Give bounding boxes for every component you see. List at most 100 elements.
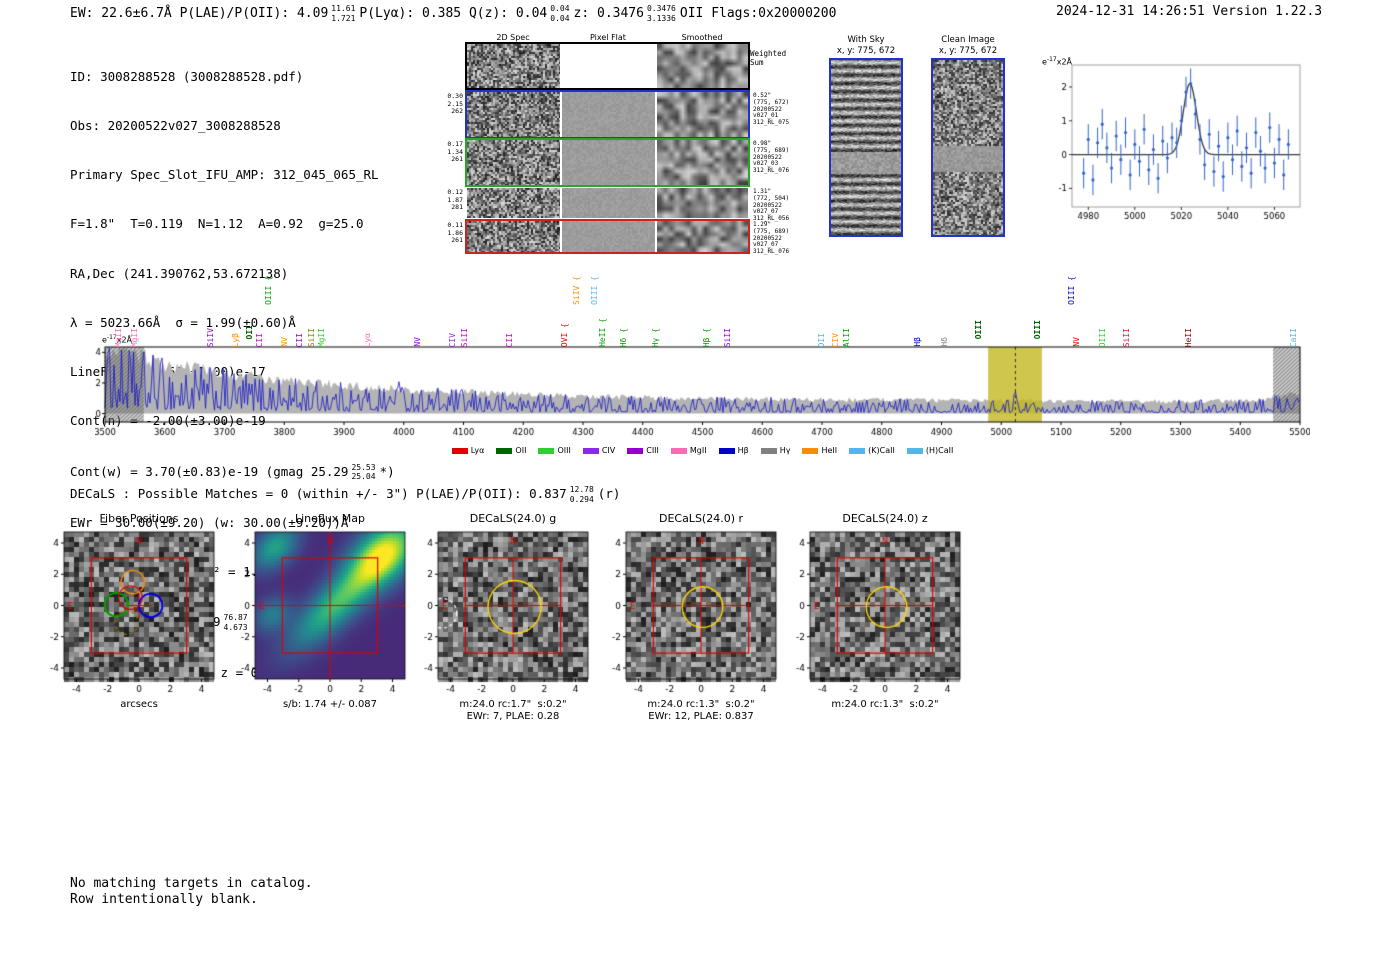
weighted-sum-line1: Weighted: [750, 49, 787, 58]
clean-title: Clean Image: [941, 35, 995, 45]
legend-item: (K)CaII: [849, 446, 895, 455]
decals-r-title: DECaLS(24.0) r: [658, 512, 744, 525]
spec2d-annotation-line: 312_RL_075: [753, 119, 790, 127]
contw-text: Cont(w) = 3.70(±0.83)e-19 (gmag 25.29: [70, 463, 349, 479]
spec2d-annotation-line: 312_RL_056: [753, 215, 790, 223]
emission-line-label: OIII: [973, 319, 983, 339]
spec2d-stat: 0.17: [447, 140, 463, 148]
emission-line-label: Hγ {: [650, 327, 660, 347]
lineflux-map-title: Lineflux Map: [294, 512, 366, 525]
spec2d-row-annotation: 0.52" (775, 672) 20200522 v027_01 312_RL_075: [753, 92, 799, 127]
spec2d-cutout: [467, 188, 560, 218]
emission-line-label: SiII: [460, 327, 470, 347]
legend-swatch: [670, 447, 687, 454]
spec2d-row-annotation: 1.31" (772, 504) 20200522 v027_07 312_RL_056: [753, 188, 799, 223]
contw-hi: 25.53: [351, 462, 376, 472]
emission-line-label: NV: [279, 337, 289, 347]
info-contw: Cont(w) = 3.70(±0.83)e-19 (gmag 25.29 25.…: [70, 463, 395, 482]
emission-line-label: OVI {: [560, 322, 570, 347]
footer-line2: Row intentionally blank.: [70, 891, 258, 907]
full-spectrum-plot: [95, 340, 1310, 440]
info-wavelength: λ = 5023.66Å σ = 1.99(±0.60)Å: [70, 314, 296, 330]
spec2d-cutout: [467, 92, 560, 137]
spec2d-cutout: [657, 188, 748, 218]
legend-label: (H)CaII: [925, 446, 954, 455]
emission-line-label: MgII: [113, 327, 123, 347]
decals-header-lo: 0.294: [569, 494, 594, 504]
emission-line-label: CaII: [1289, 327, 1299, 347]
legend-item: HeII: [802, 446, 837, 455]
emission-line-label: Hβ {: [702, 327, 712, 347]
legend-label: MgII: [689, 446, 707, 455]
decals-z-image: [778, 530, 970, 700]
contw-range: 25.53 25.04: [351, 463, 375, 482]
withsky-image: [829, 58, 903, 237]
spec2d-annotation-line: 20200522: [753, 153, 782, 161]
info-primary: Primary Spec_Slot_IFU_AMP: 312_045_065_R…: [70, 167, 379, 183]
emission-line-label: CII: [505, 332, 515, 347]
header-plae-lo: 1.721: [331, 13, 356, 23]
spec2d-stat: 0.30: [447, 92, 463, 100]
emission-line-label: Hδ {: [618, 327, 628, 347]
legend-swatch: [582, 447, 599, 454]
fiber-xlabel: arcsecs: [120, 699, 158, 710]
spec2d-cutout: [657, 92, 748, 137]
legend-swatch: [718, 447, 735, 454]
spec2d-annotation-line: 312_RL_076: [753, 167, 790, 175]
header-qz-range: 0.04 0.04: [550, 4, 569, 23]
header-plae-range: 11.61 1.721: [331, 4, 355, 23]
col-title-pixelflat: Pixel Flat: [590, 33, 626, 42]
spec2d-annotation-line: v027_03: [753, 160, 779, 168]
contw-post: *): [379, 463, 395, 479]
spec2d-annotation-line: v027_07: [753, 208, 779, 216]
header-ztype: OII: [679, 6, 704, 22]
info-seeing: F=1.8" T=0.119 N=1.12 A=0.92 g=25.0: [70, 216, 364, 232]
legend-item: CIII: [627, 446, 659, 455]
header-timestamp: 2024-12-31 14:26:51 Version 1.22.3: [1056, 4, 1323, 19]
sp: [172, 6, 180, 21]
spec2d-cutout: [657, 221, 748, 252]
spectrum-ylabel-exp: -17: [106, 334, 117, 341]
emission-line-label: CII: [254, 332, 264, 347]
spec2d-stat: 261: [451, 155, 463, 163]
legend-item: Hγ: [760, 446, 790, 455]
info-ewr: EWr = 30.00(±9.20) (w: 30.00(±9.20))Å: [70, 514, 349, 530]
spec2d-stat: 1.86: [447, 228, 463, 237]
decals-header-text: DECaLS : Possible Matches = 0 (within +/…: [70, 486, 567, 502]
legend-item: CIV: [582, 446, 615, 455]
emission-line-label: Lyα: [362, 332, 372, 347]
emission-line-label: Hδ: [940, 337, 950, 347]
emission-line-label: OIII: [1033, 319, 1043, 339]
spec2d-annotation-line: 312_RL_076: [753, 248, 790, 256]
spec2d-stat: 262: [451, 107, 463, 115]
legend-swatch: [496, 447, 513, 454]
legend-item: MgII: [670, 446, 707, 455]
spec2d-cutout: [467, 140, 560, 185]
emission-line-label: AlII: [842, 327, 852, 347]
clean-xy: x, y: 775, 672: [938, 46, 998, 56]
emission-line-label: OIII: [1097, 327, 1107, 347]
withsky-title: With Sky: [847, 35, 885, 45]
emission-line-label: SiII: [722, 327, 732, 347]
spec2d-annotation-line: 20200522: [753, 234, 782, 242]
spec2d-stat: 0.11: [447, 221, 463, 229]
weighted-sum-line2: Sum: [750, 57, 764, 67]
decals-z-title: DECaLS(24.0) z: [842, 512, 928, 525]
decals-z-caption1: m:24.0 rc:1.3" s:0.2": [831, 699, 939, 710]
spec2d-row-border: [465, 138, 750, 187]
fiber-positions-image: [32, 530, 224, 700]
spec2d-annotation-line: (775, 689): [753, 146, 790, 154]
emission-line-label: NV: [1071, 337, 1081, 347]
emission-line-label: Hβ: [913, 337, 923, 347]
decals-g-caption1: m:24.0 rc:1.7" s:0.2": [459, 699, 567, 710]
decals-g-title: DECaLS(24.0) g: [469, 512, 557, 525]
header-z-lo: 3.1336: [646, 13, 676, 23]
spec2d-annotation-line: 0.98": [753, 140, 772, 147]
spec2d-annotation-line: (775, 672): [753, 98, 790, 106]
decals-header-band: (r): [597, 486, 621, 502]
spec2d-stat: 1.34: [447, 147, 463, 156]
emission-line-label: SiII: [1121, 327, 1131, 347]
spec2d-stat: 0.12: [447, 188, 463, 196]
emission-line-label: MgII: [129, 327, 139, 347]
emission-line-label: OIII {: [589, 276, 599, 305]
